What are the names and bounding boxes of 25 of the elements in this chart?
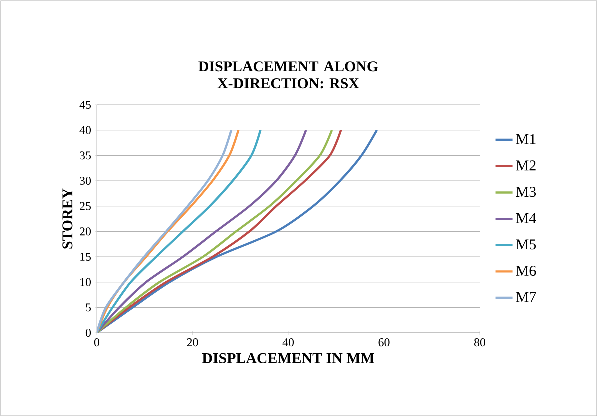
x-tick-label: 60 [378, 338, 390, 347]
y-tick-label: 10 [80, 278, 92, 286]
y-tick-label: 45 [80, 101, 92, 109]
x-tick-label: 0 [94, 338, 100, 347]
x-axis-title: DISPLACEMENT IN MM [202, 353, 374, 364]
x-tick-label: 40 [282, 338, 294, 347]
legend-label: M5 [516, 240, 536, 250]
y-tick-label: 35 [80, 152, 92, 160]
x-tick-label: 80 [474, 338, 486, 347]
legend-label: M4 [516, 213, 536, 224]
chart-title: DISPLACEMENT ALONG X-DIRECTION: RSX [198, 62, 378, 89]
y-tick-label: 25 [80, 202, 92, 210]
y-tick-label: 20 [80, 228, 92, 236]
y-tick-label: 30 [80, 176, 92, 186]
legend-label: M6 [516, 266, 536, 276]
y-axis-title: STOREY [62, 188, 73, 249]
y-tick-label: 5 [86, 304, 92, 312]
y-tick-label: 40 [80, 126, 92, 134]
legend-label: M3 [516, 187, 536, 198]
legend-label: M7 [516, 292, 536, 302]
y-tick-label: 15 [80, 252, 92, 261]
y-tick-label: 0 [86, 328, 92, 338]
legend-label: M2 [516, 160, 536, 171]
x-tick-label: 20 [187, 338, 198, 347]
legend-label: M1 [516, 134, 536, 144]
